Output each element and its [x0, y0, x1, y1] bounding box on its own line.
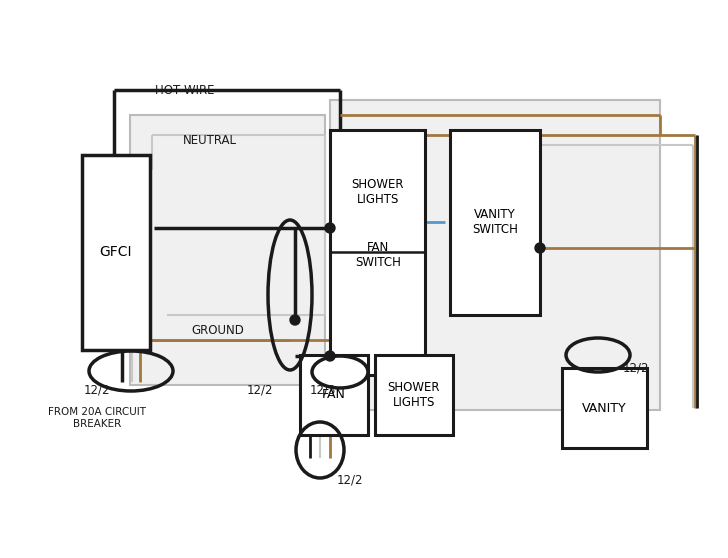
Text: 12/3: 12/3 [310, 383, 336, 397]
Text: HOT WIRE: HOT WIRE [155, 84, 215, 97]
Text: GROUND: GROUND [191, 324, 245, 336]
Text: FROM 20A CIRCUIT
BREAKER: FROM 20A CIRCUIT BREAKER [48, 407, 146, 429]
Text: VANITY
SWITCH: VANITY SWITCH [472, 208, 518, 236]
Bar [130, 115, 325, 385]
Bar [562, 368, 647, 448]
Text: GFCI: GFCI [100, 246, 132, 259]
Text: VANITY: VANITY [582, 402, 627, 415]
Text: SHOWER
LIGHTS: SHOWER LIGHTS [388, 381, 440, 409]
Circle shape [535, 243, 545, 253]
Circle shape [290, 315, 300, 325]
Bar [375, 355, 453, 435]
Text: 12/2: 12/2 [84, 383, 110, 397]
Circle shape [325, 223, 335, 233]
Text: NEUTRAL: NEUTRAL [183, 133, 237, 147]
Bar [300, 355, 368, 435]
Text: 12/2: 12/2 [623, 362, 649, 374]
Bar [450, 130, 540, 315]
Text: FAN
SWITCH: FAN SWITCH [355, 241, 401, 269]
Text: 12/2: 12/2 [337, 474, 363, 487]
Text: SHOWER
LIGHTS: SHOWER LIGHTS [352, 178, 404, 206]
Text: 12/2: 12/2 [247, 383, 273, 397]
Bar [330, 130, 425, 375]
Text: FAN: FAN [322, 388, 346, 402]
Circle shape [325, 351, 335, 361]
Bar [82, 155, 150, 350]
Bar [330, 100, 660, 410]
